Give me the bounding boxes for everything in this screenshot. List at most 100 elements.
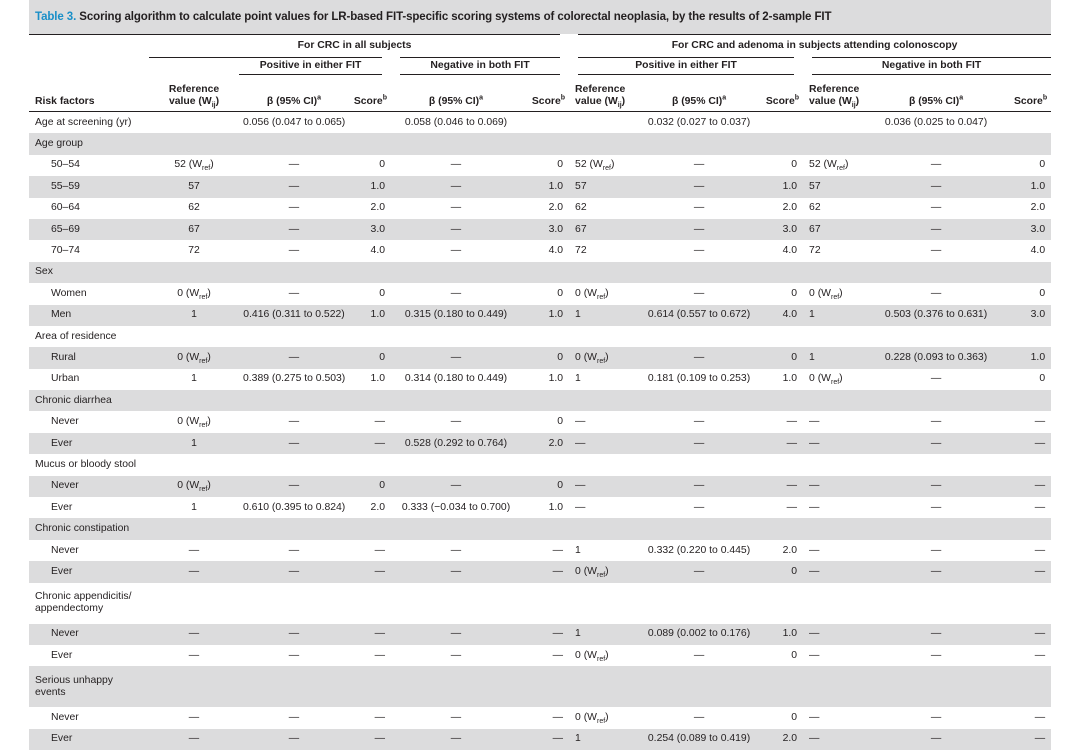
table-cell: — [391,707,521,728]
table-cell [803,133,877,154]
table-cell: 0 (Wref) [149,347,239,368]
table-cell: 1.0 [755,176,803,197]
table-header: For CRC in all subjects For CRC and aden… [29,35,1051,112]
table-cell: — [995,624,1051,645]
table-body: Age at screening (yr)0.056 (0.047 to 0.0… [29,112,1051,750]
table-cell: 0 [995,155,1051,176]
table-row-category: Chronic constipation [29,518,1051,539]
table-cell [803,454,877,475]
table-cell [521,390,569,411]
table-cell: — [391,283,521,304]
table-cell: — [391,624,521,645]
table-cell: 0.503 (0.376 to 0.631) [877,305,995,326]
risk-factor-label: 70–74 [29,240,149,261]
table-cell: 0 [755,347,803,368]
table-cell: — [877,240,995,261]
table-cell: 2.0 [755,540,803,561]
table-cell: — [877,219,995,240]
table-cell [521,666,569,707]
table-cell: 0 (Wref) [569,645,643,666]
table-cell: 3.0 [755,219,803,240]
group-header-all-subjects: For CRC in all subjects [149,35,569,58]
table-cell: 0.254 (0.089 to 0.419) [643,729,755,750]
table-cell: — [569,411,643,432]
table-cell: — [803,411,877,432]
table-cell: — [877,176,995,197]
table-cell: — [391,476,521,497]
table-cell [239,583,349,624]
table-cell: — [521,729,569,750]
risk-factor-label: 50–54 [29,155,149,176]
table-cell: — [643,198,755,219]
risk-factor-label: Never [29,624,149,645]
table-cell: 0.416 (0.311 to 0.522) [239,305,349,326]
table-cell: — [643,433,755,454]
table-cell [995,583,1051,624]
table-cell: — [239,240,349,261]
table-cell: 0 (Wref) [803,369,877,390]
risk-factor-label: Age group [29,133,149,154]
subgroup-header-positive: Positive in either FIT [569,58,803,75]
scoring-table-figure: Table 3. Scoring algorithm to calculate … [29,0,1051,749]
table-cell: — [391,155,521,176]
table-cell [803,390,877,411]
table-cell: — [149,729,239,750]
table-cell [349,454,391,475]
table-cell [349,390,391,411]
table-cell: — [803,561,877,582]
table-cell: — [803,497,877,518]
table-cell: 57 [149,176,239,197]
risk-factor-label: Age at screening (yr) [29,112,149,134]
table-cell: — [755,497,803,518]
table-cell: 0.528 (0.292 to 0.764) [391,433,521,454]
table-row: Ever—————0 (Wref)—0——— [29,645,1051,666]
table-cell: — [643,283,755,304]
table-cell: — [521,561,569,582]
table-cell: 1 [569,369,643,390]
risk-factor-label: Rural [29,347,149,368]
table-cell: 2.0 [995,198,1051,219]
table-cell: — [995,707,1051,728]
table-cell [755,583,803,624]
column-header-score: Scoreb [755,75,803,112]
table-cell: 0.314 (0.180 to 0.449) [391,369,521,390]
table-cell: 4.0 [521,240,569,261]
table-cell: 0.333 (−0.034 to 0.700) [391,497,521,518]
table-cell [391,454,521,475]
table-cell: — [349,624,391,645]
table-cell: 3.0 [995,219,1051,240]
table-cell: 0 [349,155,391,176]
table-cell: 2.0 [521,433,569,454]
table-cell: 2.0 [521,198,569,219]
risk-factor-label: Ever [29,433,149,454]
table-cell [391,518,521,539]
table-cell: — [877,540,995,561]
table-cell: 0 [755,155,803,176]
table-cell [521,112,569,134]
risk-factor-label: Never [29,540,149,561]
column-header-beta: β (95% CI)a [877,75,995,112]
table-cell: — [391,347,521,368]
risk-factor-label: Ever [29,497,149,518]
table-cell [521,262,569,283]
table-cell [803,262,877,283]
table-row-category: Chronic diarrhea [29,390,1051,411]
table-cell [877,583,995,624]
table-cell: — [149,645,239,666]
table-row-category: Age at screening (yr)0.056 (0.047 to 0.0… [29,112,1051,134]
table-cell: — [239,624,349,645]
table-cell [755,666,803,707]
table-cell: — [239,645,349,666]
table-cell: — [239,347,349,368]
table-cell: 1.0 [521,369,569,390]
table-cell: 1 [149,305,239,326]
table-cell: — [239,176,349,197]
table-cell: 0.181 (0.109 to 0.253) [643,369,755,390]
table-cell: 1 [569,729,643,750]
table-cell [349,518,391,539]
table-cell: 1.0 [995,347,1051,368]
